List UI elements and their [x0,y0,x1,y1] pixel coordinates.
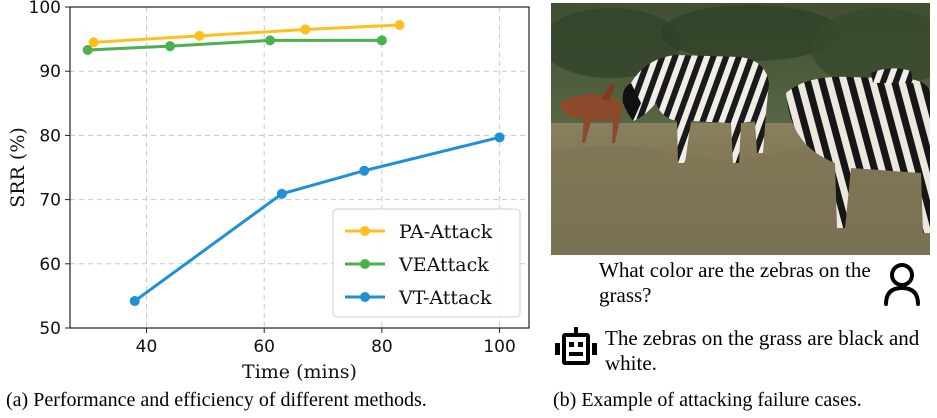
legend-label: VT-Attack [398,287,492,309]
data-point [494,132,505,143]
data-point [300,24,311,35]
data-point [165,41,176,52]
y-tick-label: 80 [39,126,61,146]
plot-frame [69,6,530,329]
x-tick-label: 80 [371,337,393,357]
question-text: What color are the zebras on the grass? [599,258,871,307]
y-tick-label: 100 [29,0,61,18]
x-tick-label: 100 [483,337,515,357]
x-tick-label: 40 [136,337,158,357]
robot-icon [555,327,597,365]
legend-swatch-marker [360,226,370,236]
data-point [129,296,140,307]
y-tick-label: 90 [39,62,61,82]
line-chart: 40 60 80 100 50 60 70 80 90 100 Time (mins) SRR (%)… [7,0,530,383]
series-line [93,23,400,44]
data-point [265,35,276,46]
y-axis-label: SRR (%) [7,127,29,208]
caption-performance: (a) Performance and efficiency of differ… [6,389,427,411]
legend-swatch-marker [360,292,370,302]
legend-label: VEAttack [398,254,489,276]
data-point [376,35,387,46]
user-icon [884,263,920,306]
data-point [276,188,287,199]
y-tick-label: 50 [39,319,61,339]
legend-box [332,208,521,318]
series-line [133,135,500,303]
series-line [87,38,382,52]
legend-label: PA-Attack [399,221,493,243]
answer-text: The zebras on the grass are black and wh… [605,326,920,375]
data-point [394,19,405,30]
data-point [82,45,93,56]
legend-swatch-marker [360,259,370,269]
data-point [359,165,370,176]
data-point [194,30,205,41]
data-point [88,37,99,48]
x-tick-label: 60 [253,337,275,357]
caption-example: (b) Example of attacking failure cases. [553,389,862,411]
x-axis-label: Time (mins) [242,361,357,383]
y-tick-label: 70 [39,191,61,211]
zebra-photo [551,3,930,255]
y-tick-label: 60 [39,255,61,275]
